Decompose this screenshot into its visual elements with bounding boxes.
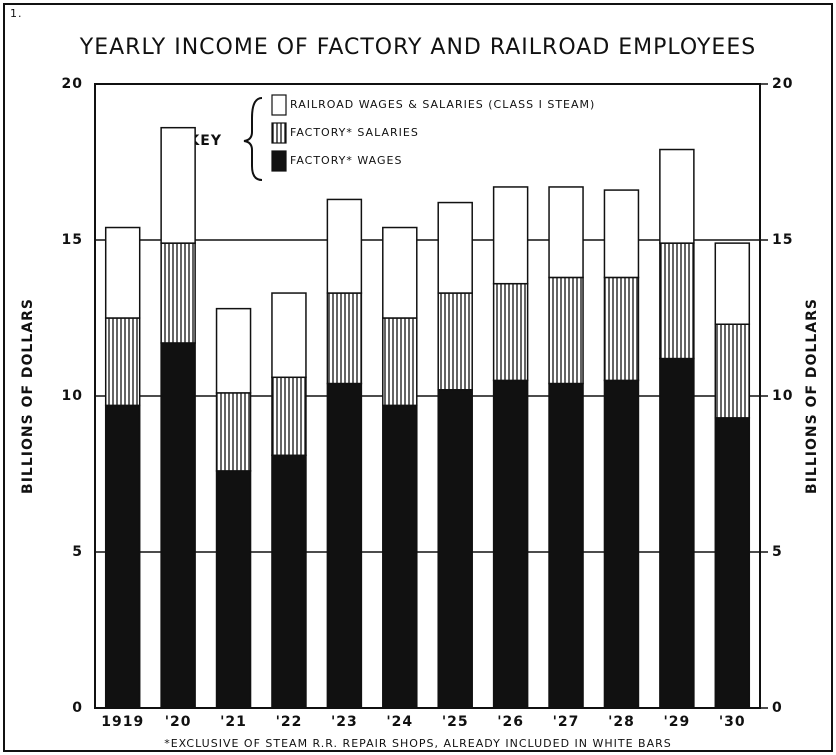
x-tick-label: '23 <box>331 714 358 730</box>
bar-segment <box>659 357 695 709</box>
bar-segment <box>437 389 473 709</box>
bar-segment <box>160 342 196 709</box>
footnote: *EXCLUSIVE OF STEAM R.R. REPAIR SHOPS, A… <box>164 737 672 750</box>
x-tick-label: '20 <box>165 714 192 730</box>
bar-segment <box>215 470 252 709</box>
x-tick-label: '29 <box>663 714 690 730</box>
bar-segment <box>659 242 695 360</box>
bar-segment <box>382 404 418 709</box>
bar-segment <box>104 226 141 319</box>
bar-segment <box>437 201 473 294</box>
bar-segment <box>714 323 751 419</box>
y2-tick-label: 20 <box>772 76 793 92</box>
bar-segment <box>326 382 363 709</box>
x-tick-label: '28 <box>608 714 635 730</box>
x-tick-label: '27 <box>553 714 580 730</box>
y2-tick-label: 10 <box>772 388 793 404</box>
bar-segment <box>714 417 751 709</box>
legend-label: FACTORY* WAGES <box>290 154 402 167</box>
x-tick-label: '24 <box>386 714 413 730</box>
legend-swatch <box>271 150 287 172</box>
bar-segment <box>714 242 751 325</box>
y2-tick-label: 5 <box>772 544 783 560</box>
y2-axis-label: BILLIONS OF DOLLARS <box>804 298 820 494</box>
bar-segment <box>382 226 418 319</box>
bar-segment <box>603 189 640 279</box>
legend-swatch <box>271 94 287 116</box>
y-tick-label: 0 <box>72 700 83 716</box>
bar-segment <box>104 317 141 407</box>
legend-swatch <box>271 122 287 144</box>
bar-segment <box>215 307 252 394</box>
bar-segment <box>326 198 363 294</box>
bar-segment <box>603 379 640 709</box>
bar-segment <box>160 126 196 244</box>
bar-segment <box>160 242 196 344</box>
y2-tick-label: 15 <box>772 232 793 248</box>
bar-segment <box>492 282 529 382</box>
legend-brace <box>243 97 263 181</box>
legend-label: FACTORY* SALARIES <box>290 126 419 139</box>
legend-title: KEY <box>188 133 222 149</box>
chart-title: YEARLY INCOME OF FACTORY AND RAILROAD EM… <box>79 35 756 60</box>
bar-segment <box>382 317 418 407</box>
bar-segment <box>548 276 584 385</box>
chart-number: 1. <box>10 7 23 20</box>
bar-segment <box>659 148 695 244</box>
x-tick-label: '26 <box>497 714 524 730</box>
bar-segment <box>492 379 529 709</box>
x-tick-label: '30 <box>719 714 746 730</box>
bar-segment <box>492 186 529 285</box>
bar-segment <box>437 292 473 391</box>
bar-segment <box>603 276 640 382</box>
legend-label: RAILROAD WAGES & SALARIES (CLASS I STEAM… <box>290 98 595 111</box>
x-tick-label: 1919 <box>101 714 144 730</box>
bar-segment <box>548 186 584 279</box>
bar-segment <box>215 392 252 472</box>
bar-segment <box>326 292 363 385</box>
y-tick-label: 10 <box>62 388 83 404</box>
y-tick-label: 5 <box>72 544 83 560</box>
bar-segment <box>104 404 141 709</box>
x-tick-label: '25 <box>442 714 469 730</box>
y2-tick-label: 0 <box>772 700 783 716</box>
y-tick-label: 20 <box>62 76 83 92</box>
y-tick-label: 15 <box>62 232 83 248</box>
bar-segment <box>548 382 584 709</box>
x-tick-label: '22 <box>276 714 303 730</box>
x-tick-label: '21 <box>220 714 247 730</box>
frame <box>3 3 833 752</box>
bar-segment <box>271 292 307 379</box>
bar-segment <box>271 454 307 709</box>
bar-segment <box>271 376 307 457</box>
y-axis-label: BILLIONS OF DOLLARS <box>20 298 36 494</box>
